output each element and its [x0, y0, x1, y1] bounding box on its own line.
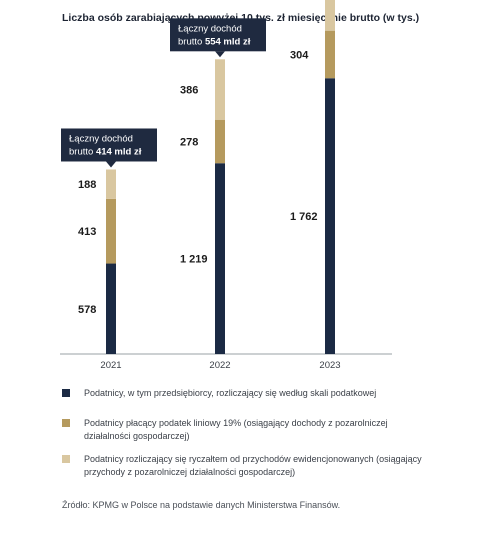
x-tick-label: 2023 — [319, 360, 340, 371]
data-label: 386 — [180, 85, 198, 97]
callout-pointer — [106, 161, 116, 168]
callout-line1: Łączny dochód — [69, 133, 133, 144]
legend-label: Podatnicy płacący podatek liniowy 19% (o… — [84, 418, 388, 441]
callout-value: 554 mld zł — [205, 36, 251, 47]
callout-line1: Łączny dochód — [178, 23, 242, 34]
legend-swatch-navy — [62, 389, 70, 397]
bar-segment — [215, 163, 225, 354]
data-label: 304 — [290, 49, 309, 61]
legend-swatch-gold — [62, 419, 70, 427]
bar-segment — [106, 263, 116, 354]
callout-prefix: brutto — [69, 146, 96, 157]
bar-segment — [325, 78, 335, 354]
legend-label: Podatnicy, w tym przedsiębiorcy, rozlicz… — [84, 388, 377, 398]
data-label: 578 — [78, 304, 96, 316]
data-label: 1 219 — [180, 254, 208, 266]
x-tick-label: 2022 — [209, 360, 230, 371]
data-label: 278 — [180, 136, 198, 148]
callout-line2: brutto 414 mld zł — [69, 146, 142, 157]
callout-value: 414 mld zł — [96, 146, 142, 157]
data-label: 413 — [78, 226, 96, 238]
callout-box — [170, 18, 266, 52]
bar-segment — [106, 169, 116, 199]
bar-segment — [106, 198, 116, 264]
callout-line2: brutto 554 mld zł — [178, 36, 251, 47]
legend-swatch-sand — [62, 455, 70, 463]
bar-segment — [325, 30, 335, 79]
bar-segment — [215, 59, 225, 120]
callout-box — [61, 128, 157, 162]
data-label: 1 762 — [290, 211, 318, 223]
stacked-bar-chart: 578 413 188 2021 Łączny dochód brutto 414 mld… — [60, 0, 392, 371]
callout-prefix: brutto — [178, 36, 205, 47]
data-label: 462 — [290, 0, 308, 2]
legend-label: Podatnicy rozliczający się ryczałtem od … — [84, 454, 422, 477]
x-tick-label: 2021 — [100, 360, 121, 371]
bar-segment — [215, 119, 225, 164]
source-note: Źródło: KPMG w Polsce na podstawie danyc… — [62, 500, 341, 510]
data-label: 188 — [78, 179, 96, 191]
bar-segment — [325, 0, 335, 31]
callout-pointer — [215, 51, 225, 58]
